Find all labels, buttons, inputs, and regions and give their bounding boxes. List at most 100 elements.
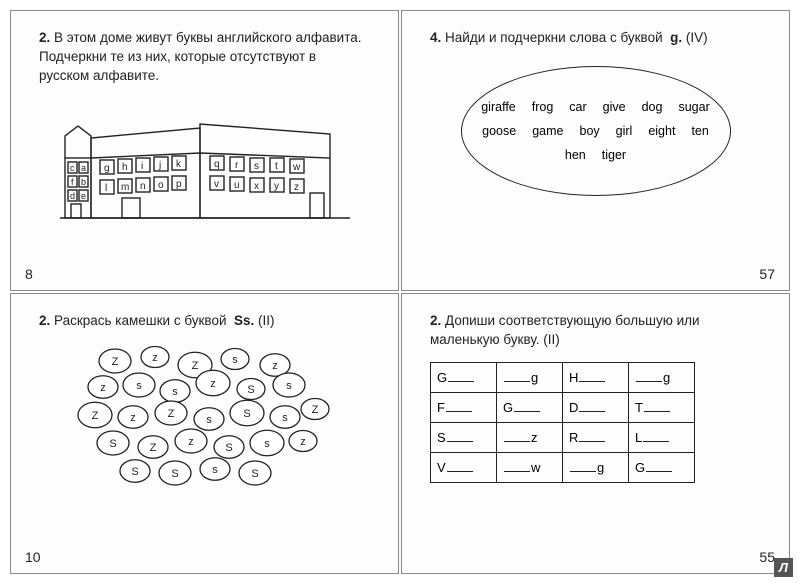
table-cell: g: [563, 452, 629, 482]
svg-text:z: z: [130, 412, 136, 424]
word-oval: giraffefrogcargivedogsugargoosegameboygi…: [430, 66, 761, 196]
svg-text:s: s: [206, 414, 212, 426]
svg-text:z: z: [294, 182, 299, 193]
svg-text:m: m: [121, 182, 129, 193]
svg-text:Z: Z: [311, 404, 318, 416]
svg-text:u: u: [234, 180, 240, 191]
task-bold-letter: g.: [670, 30, 682, 45]
svg-text:n: n: [140, 181, 146, 192]
task-body: Допиши соответствующую большую или мален…: [430, 313, 700, 347]
svg-text:t: t: [275, 161, 278, 172]
house-illustration: c a f b d e g h i j k l m: [39, 98, 370, 238]
table-row: GgHg: [431, 362, 695, 392]
task-number: 4.: [430, 30, 441, 45]
table-cell: G: [629, 452, 695, 482]
svg-text:k: k: [176, 159, 182, 170]
word-item: girl: [616, 121, 633, 141]
task-text: 2. В этом доме живут буквы английского а…: [39, 29, 370, 86]
svg-text:v: v: [214, 179, 219, 190]
task-bold-letter: Ss.: [234, 313, 254, 328]
worksheet-page: 2. В этом доме живут буквы английского а…: [0, 0, 800, 584]
svg-text:s: s: [282, 412, 288, 424]
word-item: frog: [532, 97, 554, 117]
word-item: boy: [580, 121, 600, 141]
svg-text:s: s: [172, 386, 178, 398]
task-suffix: (II): [258, 313, 275, 328]
task-number: 2.: [430, 313, 441, 328]
table-cell: D: [563, 392, 629, 422]
svg-text:S: S: [243, 408, 250, 420]
word-item: tiger: [602, 145, 626, 165]
svg-text:l: l: [105, 183, 107, 194]
table-row: SzRL: [431, 422, 695, 452]
table-cell: S: [431, 422, 497, 452]
svg-text:z: z: [100, 382, 106, 394]
task-body: Раскрась камешки с буквой: [54, 313, 226, 328]
word-item: sugar: [678, 97, 709, 117]
panel-house-letters: 2. В этом доме живут буквы английского а…: [10, 10, 399, 291]
svg-text:z: z: [210, 378, 216, 390]
svg-text:r: r: [235, 160, 239, 171]
pebbles-illustration: ZzZszzsszSsZzZsSsZSZzSszSSsS: [39, 343, 370, 493]
svg-text:w: w: [292, 162, 301, 173]
table-row: FGDT: [431, 392, 695, 422]
table-cell: z: [497, 422, 563, 452]
svg-text:Z: Z: [111, 356, 118, 368]
panel-pebbles-ss: 2. Раскрась камешки с буквой Ss. (II) Zz…: [10, 293, 399, 574]
svg-text:j: j: [158, 160, 161, 171]
table-cell: V: [431, 452, 497, 482]
svg-text:b: b: [81, 177, 86, 187]
task-text: 4. Найди и подчеркни слова с буквой g. (…: [430, 29, 761, 48]
task-text: 2. Раскрась камешки с буквой Ss. (II): [39, 312, 370, 331]
svg-text:s: s: [264, 438, 270, 450]
task-text: 2. Допиши соответствующую большую или ма…: [430, 312, 761, 350]
word-item: hen: [565, 145, 586, 165]
word-item: eight: [648, 121, 675, 141]
word-item: dog: [642, 97, 663, 117]
svg-text:o: o: [158, 180, 164, 191]
task-number: 2.: [39, 313, 50, 328]
table-cell: T: [629, 392, 695, 422]
task-body: Найди и подчеркни слова с буквой: [445, 30, 663, 45]
word-item: giraffe: [481, 97, 516, 117]
svg-text:e: e: [81, 191, 86, 201]
page-number: 55: [759, 549, 775, 565]
table-cell: F: [431, 392, 497, 422]
word-item: car: [569, 97, 586, 117]
svg-text:a: a: [81, 163, 86, 173]
table-cell: L: [629, 422, 695, 452]
task-suffix: (IV): [686, 30, 708, 45]
word-item: ten: [691, 121, 708, 141]
page-number: 8: [25, 266, 33, 282]
svg-text:p: p: [176, 179, 182, 190]
page-number: 57: [759, 266, 775, 282]
svg-text:c: c: [70, 163, 75, 173]
svg-text:z: z: [152, 352, 158, 364]
svg-text:Z: Z: [91, 410, 98, 422]
svg-text:i: i: [141, 161, 143, 172]
table-cell: G: [497, 392, 563, 422]
svg-text:s: s: [286, 380, 292, 392]
svg-text:z: z: [300, 436, 306, 448]
table-cell: G: [431, 362, 497, 392]
svg-text:S: S: [247, 384, 254, 396]
task-number: 2.: [39, 30, 50, 45]
table-cell: g: [629, 362, 695, 392]
svg-text:g: g: [104, 163, 110, 174]
svg-text:q: q: [214, 159, 220, 170]
table-cell: R: [563, 422, 629, 452]
word-item: goose: [482, 121, 516, 141]
panel-find-g-words: 4. Найди и подчеркни слова с буквой g. (…: [401, 10, 790, 291]
svg-text:z: z: [188, 436, 194, 448]
svg-text:x: x: [254, 181, 259, 192]
table-cell: w: [497, 452, 563, 482]
svg-text:Z: Z: [167, 408, 174, 420]
panel-letter-table: 2. Допиши соответствующую большую или ма…: [401, 293, 790, 574]
svg-text:y: y: [274, 181, 279, 192]
watermark: Л: [774, 558, 793, 577]
svg-text:z: z: [272, 360, 278, 372]
svg-text:h: h: [122, 162, 128, 173]
table-row: VwgG: [431, 452, 695, 482]
svg-text:Z: Z: [149, 442, 156, 454]
word-cloud: giraffefrogcargivedogsugargoosegameboygi…: [476, 97, 716, 165]
